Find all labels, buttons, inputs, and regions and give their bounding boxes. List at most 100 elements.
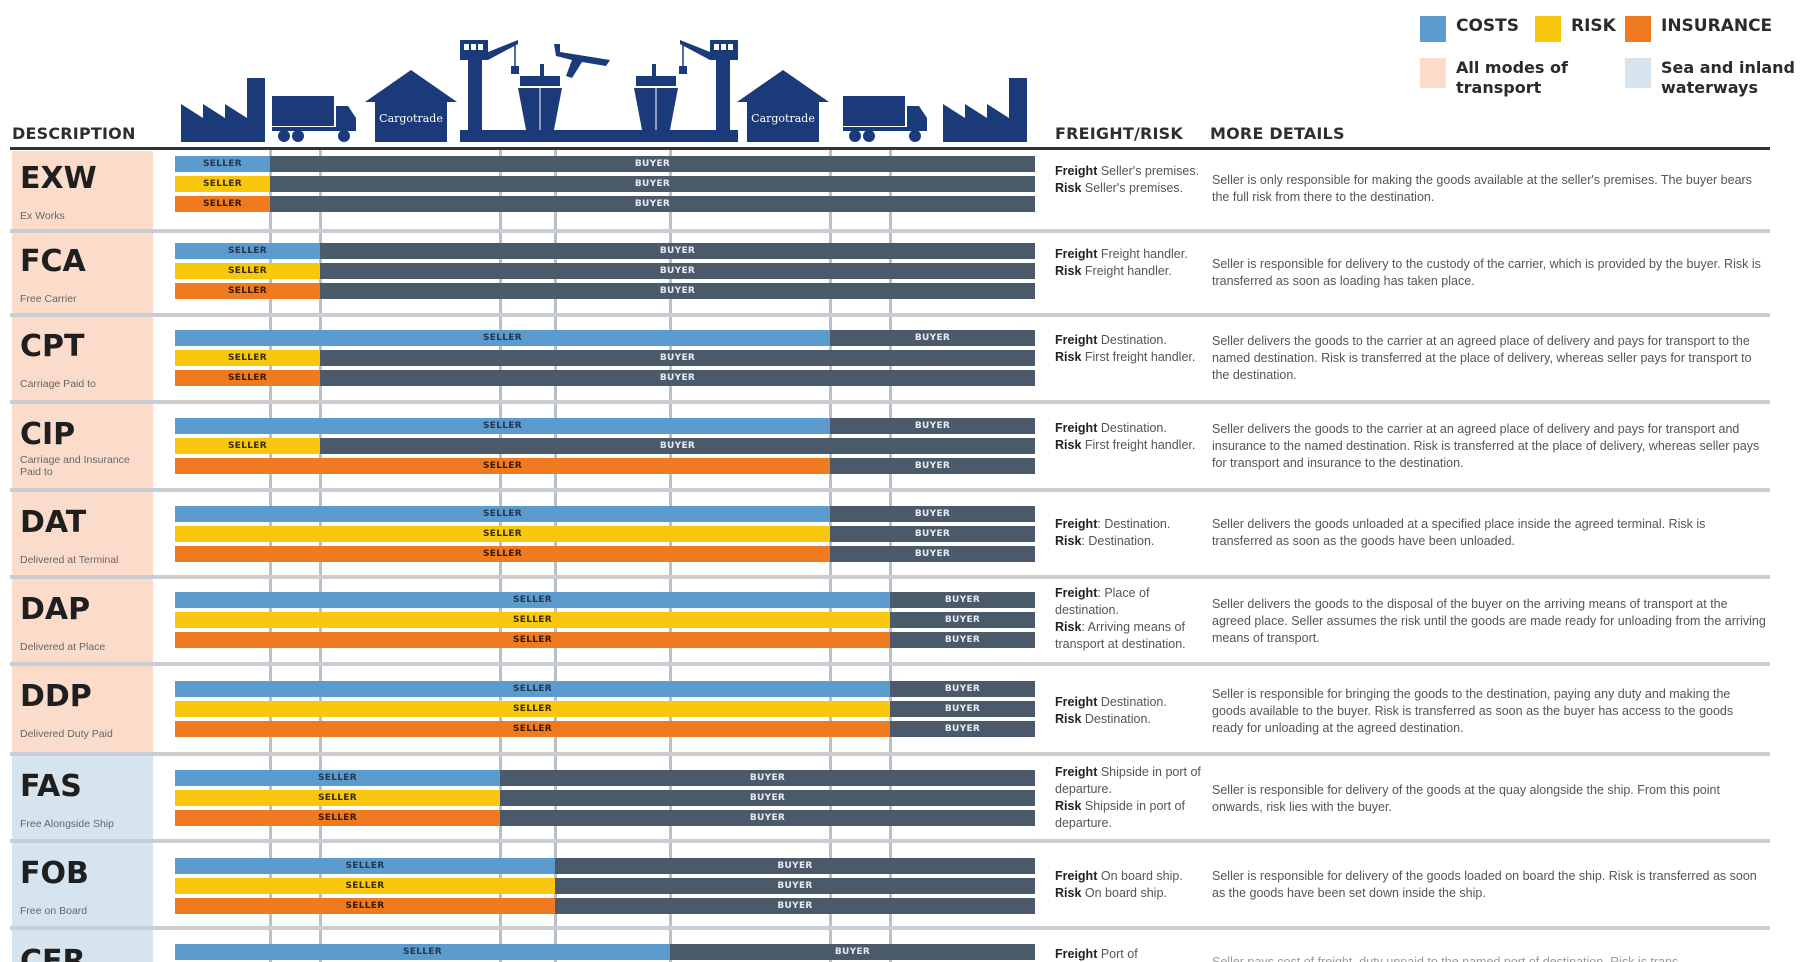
- seller-segment: SELLER: [175, 546, 830, 562]
- buyer-segment: BUYER: [890, 612, 1035, 628]
- row-label-cpt: CPT Carriage Paid to: [12, 320, 153, 391]
- seller-segment: SELLER: [175, 858, 555, 874]
- freight-risk-dap: Freight: Place of destination. Risk: Arri…: [1055, 586, 1186, 651]
- seller-segment: SELLER: [175, 350, 320, 366]
- seller-segment: SELLER: [175, 721, 890, 737]
- seller-segment: SELLER: [175, 878, 555, 894]
- details-dat: Seller delivers the goods unloaded at a …: [1212, 517, 1706, 548]
- freight-risk-cfr: Freight Port of: [1055, 947, 1138, 961]
- legend-costs-label: COSTS: [1456, 16, 1520, 36]
- freight-risk-cpt: Freight Destination. Risk First freight h…: [1055, 333, 1196, 364]
- risk-bar: SELLER BUYER: [175, 526, 1035, 542]
- freight-risk-fca: Freight Freight handler. Risk Freight han…: [1055, 247, 1188, 278]
- row-label-cfr: CFR: [12, 935, 153, 962]
- details-fob: Seller is responsible for delivery of th…: [1212, 869, 1757, 900]
- truck-icon: [272, 96, 356, 142]
- seller-segment: SELLER: [175, 790, 500, 806]
- buyer-segment: BUYER: [555, 858, 1035, 874]
- risk-bar: SELLER BUYER: [175, 263, 1035, 279]
- costs-bar: SELLER BUYER: [175, 506, 1035, 522]
- warehouse-icon: Cargotrade: [737, 70, 829, 142]
- freight-risk-ddp: Freight Destination. Risk Destination.: [1055, 695, 1167, 726]
- buyer-segment: BUYER: [500, 810, 1035, 826]
- buyer-segment: BUYER: [270, 176, 1035, 192]
- legend-all-modes-swatch: [1420, 58, 1446, 88]
- insurance-bar: SELLER BUYER: [175, 546, 1035, 562]
- seller-segment: SELLER: [175, 506, 830, 522]
- seller-segment: SELLER: [175, 944, 670, 960]
- legend-insurance-swatch: [1625, 16, 1651, 42]
- legend-insurance-label: INSURANCE: [1661, 16, 1773, 36]
- buyer-segment: BUYER: [270, 156, 1035, 172]
- incoterm-code: DDP: [20, 679, 92, 714]
- seller-segment: SELLER: [175, 196, 270, 212]
- incoterm-code: CPT: [20, 329, 85, 364]
- risk-bar: SELLER BUYER: [175, 612, 1035, 628]
- details-cfr: Seller pays cost of freight, duty unpaid…: [1212, 955, 1689, 962]
- incoterm-name: Free on Board: [20, 905, 88, 917]
- incoterm-name: Free Carrier: [20, 293, 77, 305]
- risk-bar: SELLER BUYER: [175, 176, 1035, 192]
- buyer-segment: BUYER: [500, 790, 1035, 806]
- seller-segment: SELLER: [175, 681, 890, 697]
- legend-costs: COSTS: [1420, 16, 1519, 42]
- seller-segment: SELLER: [175, 526, 830, 542]
- row-separator: [10, 752, 1770, 756]
- row-label-cip: CIP Carriage and Insurance Paid to: [12, 408, 153, 479]
- risk-bar: SELLER BUYER: [175, 878, 1035, 894]
- incoterm-code: FCA: [20, 244, 86, 279]
- row-separator: [10, 488, 1770, 492]
- incoterm-name: Ex Works: [20, 210, 65, 222]
- legend-insurance: INSURANCE: [1625, 16, 1772, 42]
- costs-bar: SELLER BUYER: [175, 592, 1035, 608]
- seller-segment: SELLER: [175, 176, 270, 192]
- seller-segment: SELLER: [175, 370, 320, 386]
- risk-bar: SELLER BUYER: [175, 350, 1035, 366]
- details-fca: Seller is responsible for delivery to th…: [1212, 257, 1761, 288]
- row-label-ddp: DDP Delivered Duty Paid: [12, 670, 153, 741]
- row-label-fas: FAS Free Alongside Ship: [12, 760, 153, 831]
- freight-risk-fob: Freight On board ship. Risk On board ship…: [1055, 869, 1183, 900]
- row-label-exw: EXW Ex Works: [12, 152, 153, 229]
- factory-icon: [181, 78, 265, 142]
- incoterm-name: Delivered at Terminal: [20, 554, 119, 566]
- buyer-segment: BUYER: [320, 283, 1035, 299]
- row-separator: [10, 662, 1770, 666]
- incoterm-name: Carriage Paid to: [20, 378, 96, 390]
- costs-bar: SELLER BUYER: [175, 681, 1035, 697]
- row-separator: [10, 229, 1770, 233]
- buyer-segment: BUYER: [890, 592, 1035, 608]
- header-description: DESCRIPTION: [12, 124, 136, 143]
- incoterm-code: DAP: [20, 592, 91, 627]
- seller-segment: SELLER: [175, 810, 500, 826]
- risk-bar: SELLER BUYER: [175, 701, 1035, 717]
- seller-segment: SELLER: [175, 418, 830, 434]
- seller-segment: SELLER: [175, 898, 555, 914]
- costs-bar: SELLER BUYER: [175, 156, 1035, 172]
- seller-segment: SELLER: [175, 156, 270, 172]
- costs-bar: SELLER BUYER: [175, 944, 1035, 960]
- freight-risk-exw: Freight Seller's premises. Risk Seller's …: [1055, 164, 1200, 195]
- buyer-segment: BUYER: [830, 506, 1035, 522]
- seller-segment: SELLER: [175, 612, 890, 628]
- legend-sea-line2: waterways: [1661, 78, 1759, 97]
- incoterm-code: EXW: [20, 161, 97, 196]
- buyer-segment: BUYER: [890, 701, 1035, 717]
- legend-sea-line1: Sea and inland: [1661, 58, 1795, 77]
- legend-all-modes: All modes of transport: [1420, 58, 1568, 98]
- insurance-bar: SELLER BUYER: [175, 721, 1035, 737]
- row-separator: [10, 839, 1770, 843]
- buyer-segment: BUYER: [830, 330, 1035, 346]
- insurance-bar: SELLER BUYER: [175, 632, 1035, 648]
- header-freight-risk: FREIGHT/RISK: [1055, 124, 1184, 143]
- legend-costs-swatch: [1420, 16, 1446, 42]
- seller-segment: SELLER: [175, 701, 890, 717]
- row-separator: [10, 400, 1770, 404]
- buyer-segment: BUYER: [555, 898, 1035, 914]
- insurance-bar: SELLER BUYER: [175, 458, 1035, 474]
- seller-segment: SELLER: [175, 458, 830, 474]
- costs-bar: SELLER BUYER: [175, 858, 1035, 874]
- svg-text:Cargotrade: Cargotrade: [751, 112, 815, 125]
- legend-sea: Sea and inland waterways: [1625, 58, 1795, 98]
- freight-risk-fas: Freight Shipside in port of departure. Ri…: [1055, 765, 1201, 830]
